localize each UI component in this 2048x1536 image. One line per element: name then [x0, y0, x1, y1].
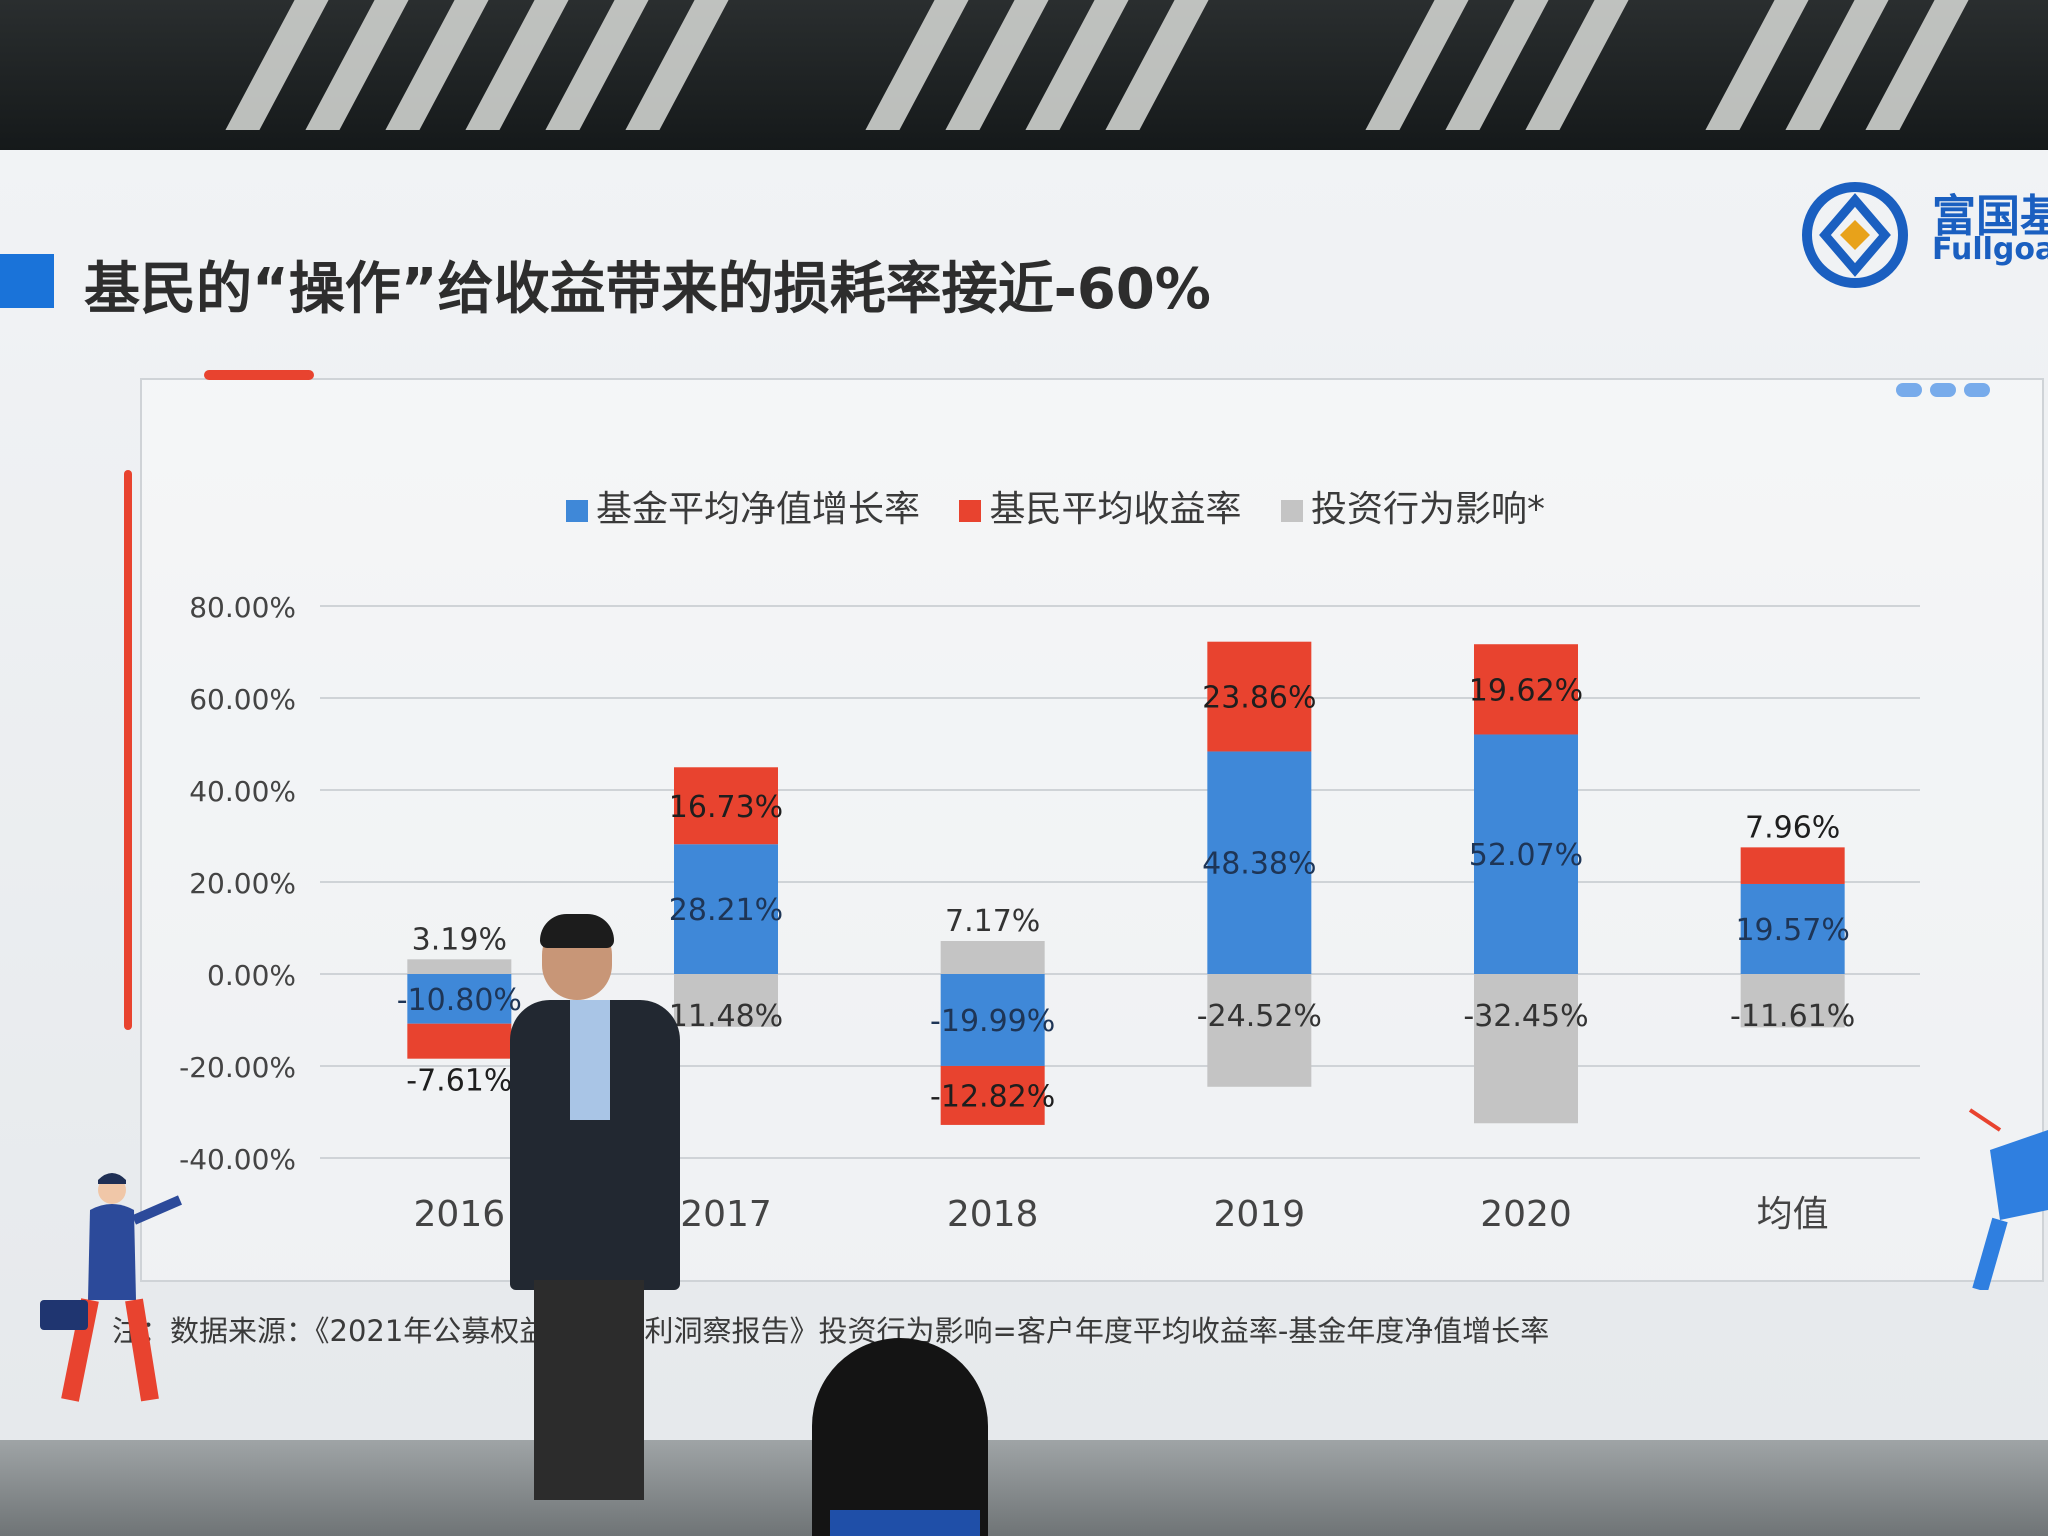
speaker-figure [510, 914, 700, 1510]
data-label: 16.73% [669, 790, 783, 825]
x-category-label: 2019 [1214, 1194, 1306, 1235]
bar-segment-nav-growth [407, 974, 512, 1024]
data-label: 7.17% [945, 904, 1040, 939]
bar-segment-behavior-impact [1207, 974, 1312, 1087]
x-category-label: 2018 [947, 1194, 1039, 1235]
y-tick-label: 20.00% [189, 867, 296, 900]
legend-item-nav-growth: 基金平均净值增长率 [566, 480, 920, 532]
data-label: -32.45% [1463, 999, 1588, 1034]
y-tick-label: 0.00% [207, 959, 296, 992]
slide-title: 基民的“操作”给收益带来的损耗率接近-60% [84, 257, 1211, 322]
bar-segment-behavior-impact [674, 974, 778, 1027]
chart-panel [140, 378, 2044, 1282]
x-category-label: 2017 [680, 1194, 772, 1235]
data-label: 52.07% [1469, 838, 1583, 873]
bar-segment-investor-return [1740, 847, 1845, 884]
y-tick-label: -20.00% [179, 1051, 296, 1084]
stage-floor [0, 1440, 2048, 1536]
y-tick-label: -40.00% [179, 1143, 296, 1176]
y-tick-label: 60.00% [189, 683, 296, 716]
presentation-screen: 基民的“操作”给收益带来的损耗率接近-60% 富国基 Fullgoa 基金平均净… [0, 150, 2048, 1440]
bar-segment-behavior-impact [407, 959, 512, 974]
bar-segment-nav-growth [1740, 883, 1845, 974]
data-label: -7.61% [406, 1064, 512, 1099]
venue-ceiling [0, 0, 2048, 150]
legend-item-investor-return: 基民平均收益率 [959, 480, 1241, 532]
audience-head [812, 1338, 988, 1536]
x-category-label: 2020 [1480, 1194, 1572, 1235]
x-category-label: 均值 [1757, 1194, 1829, 1235]
logo-text: 富国基 [1932, 191, 2048, 242]
legend-item-behavior-impact: 投资行为影响* [1280, 480, 1545, 532]
bar-segment-nav-growth [1474, 734, 1578, 974]
bar-segment-nav-growth [1207, 751, 1312, 974]
data-label: 28.21% [669, 893, 783, 928]
bar-segment-investor-return [940, 1065, 1045, 1125]
legend-swatch-red [959, 500, 982, 522]
data-label: -11.61% [1730, 999, 1855, 1034]
bar-segment-investor-return [1207, 641, 1312, 752]
data-label: -24.52% [1197, 999, 1322, 1034]
bar-segment-investor-return [1474, 644, 1578, 735]
stacked-bar-chart: 80.00% 60.00% 40.00% 20.00% 0.00% -20.00% -40.… [179, 591, 1920, 1235]
chart-legend: 基金平均净值增长率 基民平均收益率 投资行为影响* [566, 480, 1573, 532]
data-label: 19.57% [1735, 913, 1849, 948]
legend-swatch-gray [1280, 500, 1303, 522]
bar-segment-nav-growth [674, 844, 778, 974]
data-label: 48.38% [1202, 847, 1316, 882]
x-category-label: 2016 [414, 1194, 506, 1235]
data-label: -19.99% [930, 1004, 1055, 1039]
audience-shirt [830, 1510, 980, 1536]
y-tick-label: 40.00% [189, 775, 296, 808]
decor-red-line [124, 470, 132, 1030]
data-label: 7.96% [1745, 810, 1840, 845]
illustration-person-left [40, 1173, 182, 1402]
legend-swatch-blue [566, 500, 588, 522]
data-label: 19.62% [1469, 673, 1583, 708]
data-label: 11.48% [669, 999, 783, 1034]
company-logo-icon [1802, 182, 1908, 288]
bar-segment-behavior-impact [940, 941, 1045, 974]
decor-red-top [204, 370, 314, 380]
data-label: 23.86% [1202, 681, 1316, 716]
data-label: -10.80% [397, 983, 522, 1018]
bar-segment-investor-return [407, 1023, 512, 1059]
title-accent-bar [0, 254, 54, 308]
data-label: 3.19% [412, 922, 507, 957]
logo-subtext: Fullgoa [1932, 232, 2048, 267]
illustration-person-right [1968, 1108, 2048, 1290]
source-note: 注：数据来源：《2021年公募权益 资者盈利洞察报告》投资行为影响=客户年度平均… [112, 1314, 1550, 1348]
decor-dots [1896, 382, 1998, 401]
data-label: -12.82% [930, 1079, 1055, 1114]
bar-segment-investor-return [674, 767, 778, 845]
bar-segment-behavior-impact [1740, 974, 1845, 1028]
bar-segment-nav-growth [940, 974, 1045, 1066]
bar-segment-behavior-impact [1474, 974, 1578, 1124]
y-tick-label: 80.00% [189, 591, 296, 624]
